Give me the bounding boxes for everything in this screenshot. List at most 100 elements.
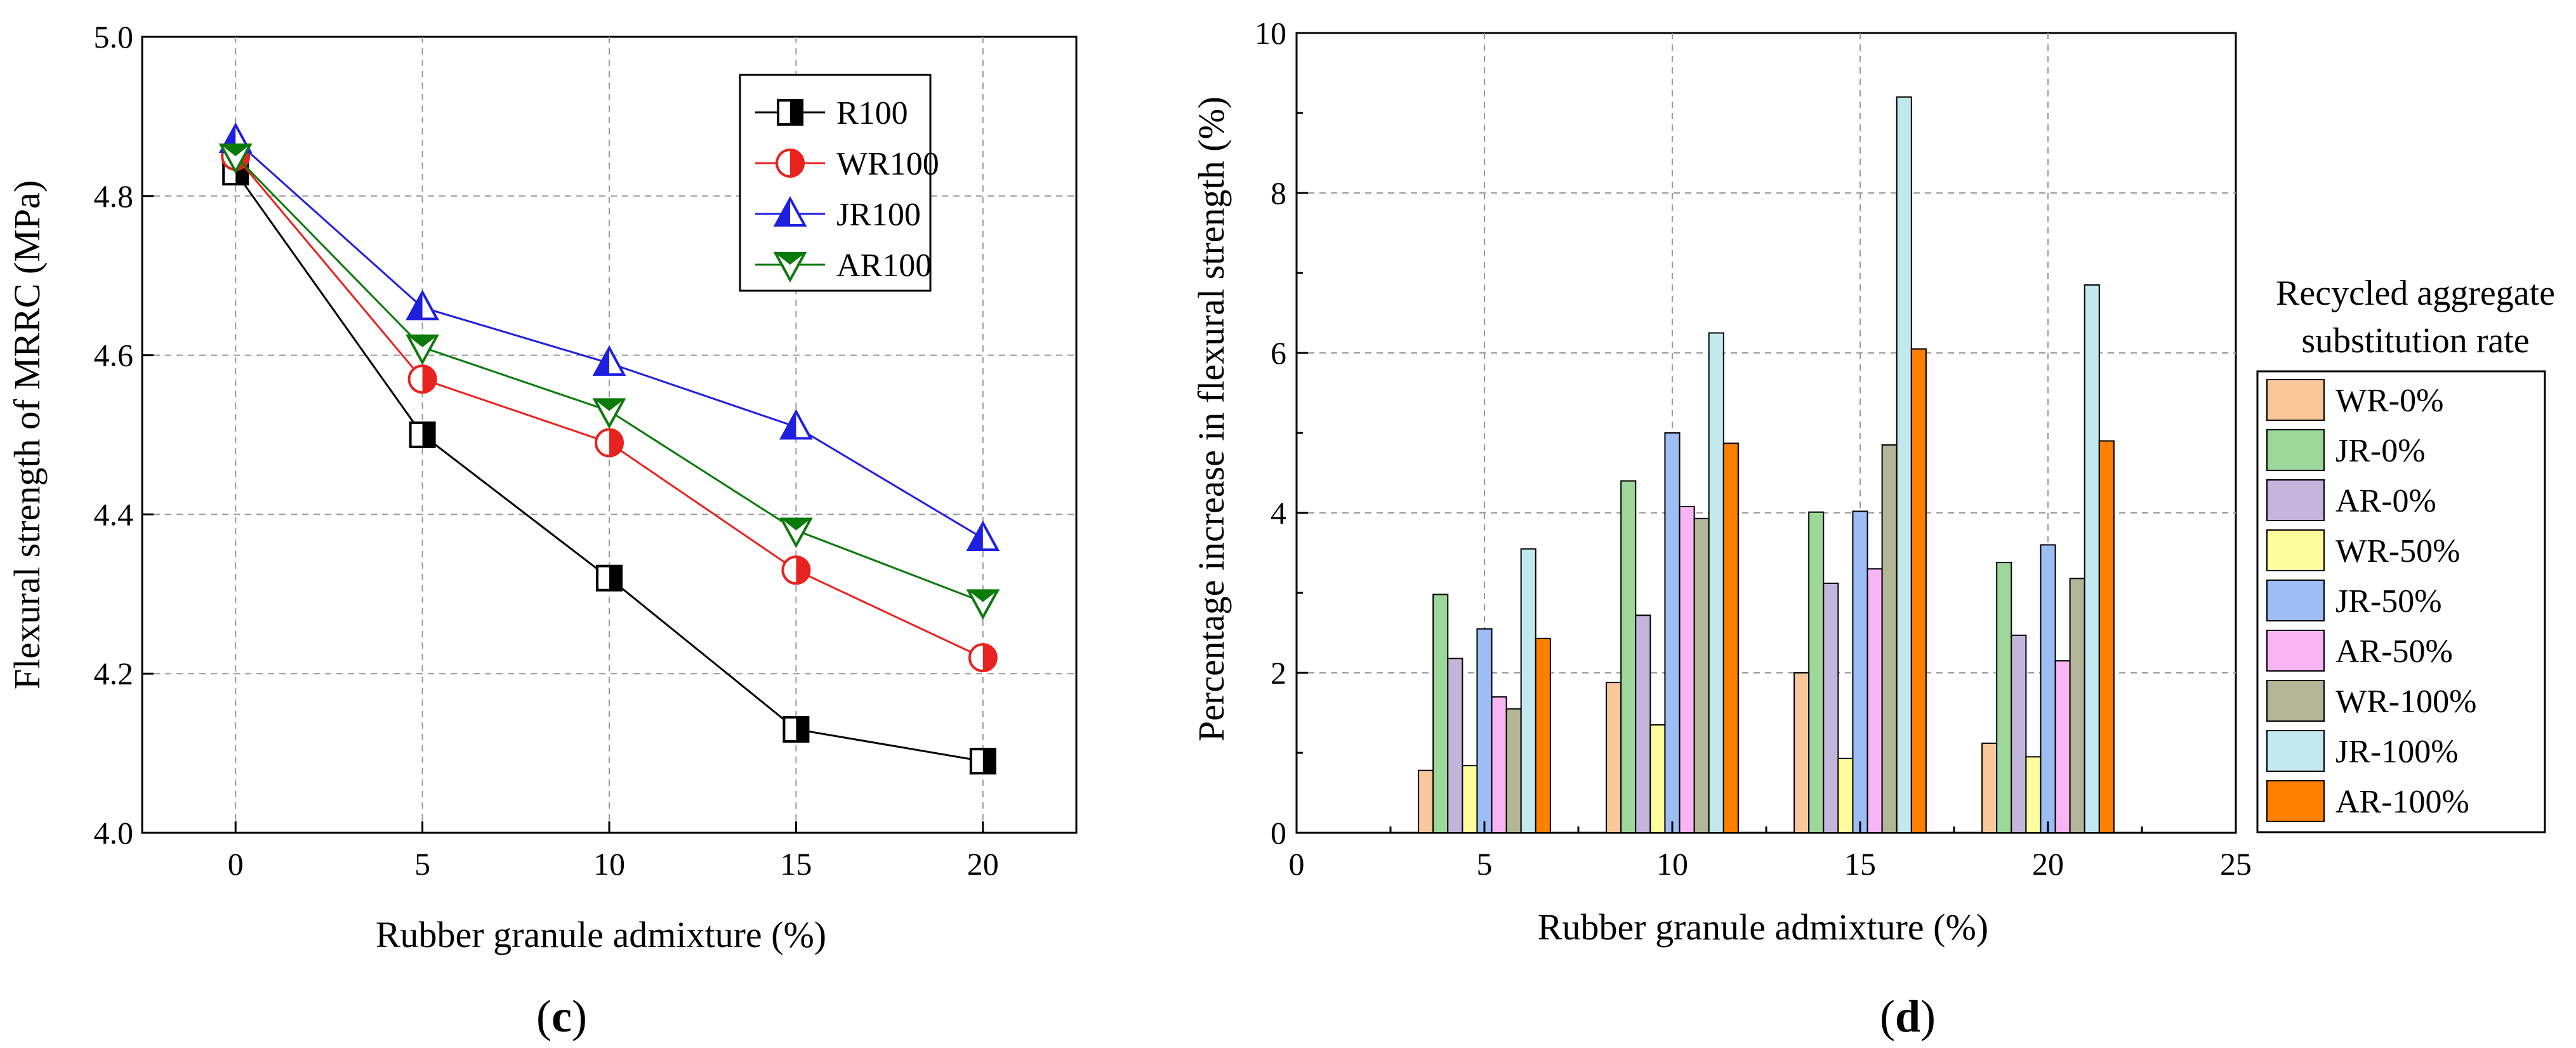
y-tick-label: 0 [1271, 815, 1286, 851]
bar [1996, 562, 2012, 833]
y-tick-label: 10 [1255, 15, 1286, 51]
legend-swatch [2266, 580, 2325, 621]
y-axis-title: Flexural strength of MRRC (MPa) [6, 180, 48, 689]
bar [1896, 96, 1912, 833]
bar [2069, 578, 2085, 833]
data-point [966, 589, 1000, 620]
y-tick-label: 2 [1271, 655, 1286, 691]
legend-label: R100 [836, 95, 908, 131]
y-tick-label: 6 [1271, 335, 1286, 371]
bar-group-20 [1981, 284, 2115, 834]
y-tick-label: 4.6 [94, 338, 134, 373]
bar [1837, 757, 1854, 833]
legend-label: AR-50% [2335, 633, 2453, 670]
x-tick-label: 10 [1656, 846, 1688, 882]
series-AR100 [218, 143, 1000, 620]
bar [1418, 769, 1434, 833]
bar [1981, 742, 1998, 833]
legend-swatch [2266, 680, 2325, 722]
bar-group-15 [1793, 96, 1927, 833]
data-point [409, 421, 436, 448]
x-tick-label: 0 [1289, 846, 1305, 882]
y-tick-label: 4 [1271, 495, 1286, 531]
data-point [781, 555, 811, 585]
bar [2025, 756, 2042, 834]
legend-label: AR-0% [2335, 483, 2436, 519]
x-axis-title: Rubber granule admixture (%) [1538, 906, 1988, 948]
bar [1793, 672, 1810, 833]
data-point [592, 345, 626, 376]
x-tick-label: 10 [593, 846, 625, 882]
legend-swatch [2266, 780, 2325, 822]
data-point [406, 335, 439, 366]
legend-label: JR-0% [2335, 433, 2426, 469]
bar [1606, 682, 1622, 833]
bar [1664, 432, 1681, 833]
series-JR100 [218, 122, 1000, 552]
bar [1520, 548, 1536, 833]
data-point [406, 289, 439, 321]
legend-swatch [2266, 429, 2325, 471]
bar [2098, 440, 2115, 833]
bar [1432, 594, 1449, 834]
x-tick-label: 0 [228, 846, 244, 882]
bar [1808, 511, 1825, 833]
y-tick-label: 4.8 [94, 178, 134, 214]
y-axis-title: Percentage increase in flexural strength… [1191, 96, 1232, 741]
bar [2040, 544, 2056, 834]
legend-swatch [2266, 730, 2325, 772]
legend-label: JR100 [836, 197, 921, 233]
data-point [595, 428, 624, 458]
legend-swatch [2266, 379, 2325, 421]
y-tick-label: 8 [1271, 175, 1286, 211]
legend-label: JR-50% [2335, 583, 2442, 620]
bar [1476, 628, 1493, 833]
legend-swatch [2266, 529, 2325, 571]
legend-swatch [2266, 630, 2325, 672]
axis-ticks: 0 5 10 15 20 4.0 4.2 4.4 4.6 4.8 5.0 [94, 19, 999, 882]
legend-label: WR-100% [2335, 684, 2476, 720]
data-point [969, 748, 996, 775]
legend: R100 WR100 JR100 AR100 [739, 74, 939, 292]
bar [2011, 634, 2027, 834]
bar [2054, 660, 2071, 833]
bar [1679, 505, 1695, 833]
x-tick-label: 20 [2032, 846, 2064, 882]
bar [1693, 517, 1710, 833]
legend-label: AR-100% [2335, 784, 2469, 820]
bar [1505, 708, 1522, 833]
bar [1620, 480, 1637, 833]
legend: WR-0% JR-0% AR-0% WR-50% JR-50% AR-50% WR-100%… [2256, 370, 2546, 833]
line-chart-panel: 0 5 10 15 20 4.0 4.2 4.4 4.6 4.8 5.0 R100 WR100 JR10… [6, 19, 1078, 1042]
bar [1722, 442, 1739, 833]
bar [1852, 510, 1868, 833]
bar [1462, 765, 1478, 834]
y-tick-label: 4.4 [94, 496, 134, 532]
bar [1491, 696, 1507, 834]
legend-label: JR-100% [2335, 734, 2459, 770]
data-point [966, 520, 1000, 552]
legend-label: AR100 [836, 248, 932, 284]
bar [1866, 568, 1883, 833]
panel-label-d: (d) [1880, 991, 1936, 1042]
axis-ticks: 0 5 10 15 20 25 0 2 4 6 8 10 [1255, 15, 2252, 882]
legend-marker [773, 196, 807, 227]
bar [1881, 444, 1898, 833]
bar [1635, 614, 1651, 834]
legend-marker [777, 99, 803, 126]
bar [1910, 348, 1927, 833]
y-tick-label: 4.0 [94, 815, 134, 851]
bar [2084, 284, 2100, 833]
bar-chart-panel: 0 5 10 15 20 25 0 2 4 6 8 10 Rubber granule admixtu… [1191, 15, 2555, 1042]
bar [1708, 332, 1724, 833]
data-series [218, 122, 1000, 775]
x-tick-label: 20 [967, 846, 999, 882]
bar [1535, 637, 1551, 833]
x-axis-title: Rubber granule admixture (%) [376, 914, 826, 955]
bar [1447, 658, 1463, 833]
data-point [779, 517, 813, 548]
legend-swatch [2266, 479, 2325, 521]
bar [1823, 582, 1839, 833]
x-tick-label: 15 [780, 846, 812, 882]
